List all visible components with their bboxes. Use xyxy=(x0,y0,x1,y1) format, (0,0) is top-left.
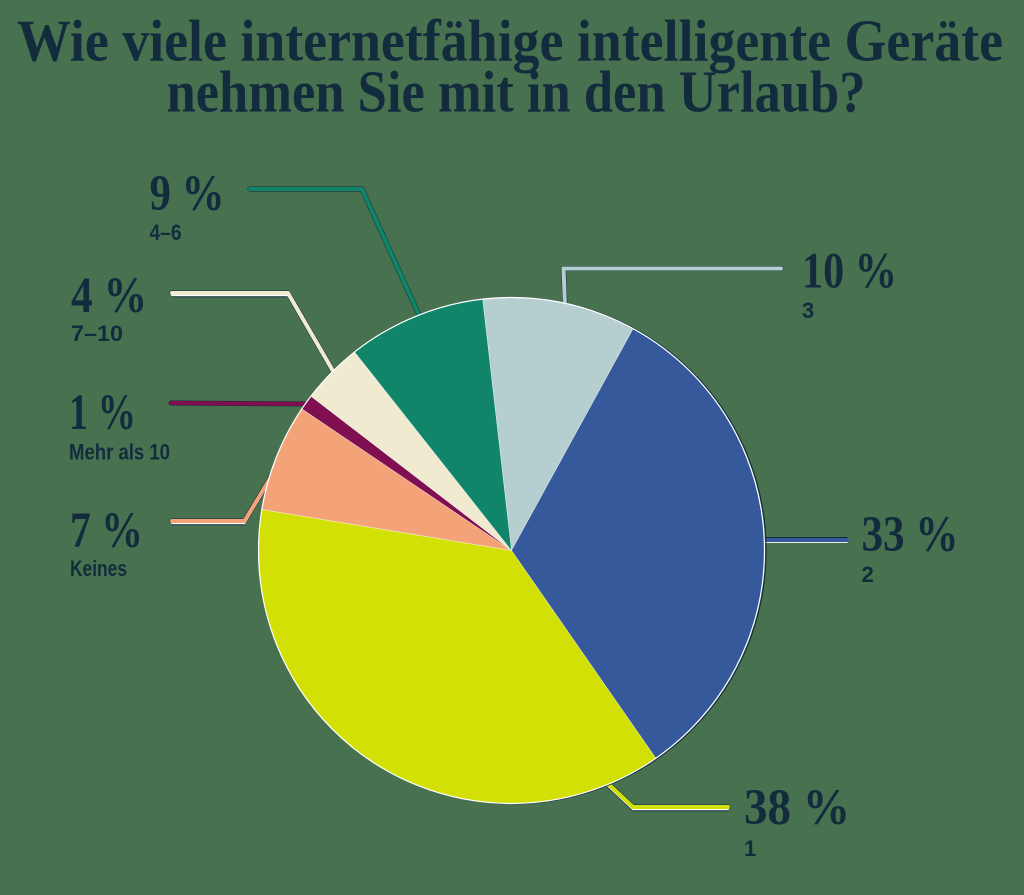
svg-text:9 %: 9 % xyxy=(150,166,225,222)
svg-text:10 %: 10 % xyxy=(802,244,897,300)
svg-text:Keines: Keines xyxy=(70,556,127,581)
svg-text:2: 2 xyxy=(862,562,874,587)
svg-text:7–10: 7–10 xyxy=(71,321,123,346)
svg-text:nehmen Sie mit in den Urlaub?: nehmen Sie mit in den Urlaub? xyxy=(167,59,866,125)
svg-text:3: 3 xyxy=(802,298,814,323)
svg-text:4 %: 4 % xyxy=(71,268,147,324)
svg-text:Wie viele internetfähige intel: Wie viele internetfähige intelligente Ge… xyxy=(17,8,1003,74)
svg-text:33 %: 33 % xyxy=(862,507,959,563)
svg-text:7 %: 7 % xyxy=(70,503,143,559)
svg-text:38 %: 38 % xyxy=(744,780,850,836)
svg-text:1 %: 1 % xyxy=(69,385,136,441)
svg-text:4–6: 4–6 xyxy=(150,220,182,245)
svg-text:Mehr als 10: Mehr als 10 xyxy=(69,440,170,465)
svg-text:1: 1 xyxy=(744,836,756,861)
